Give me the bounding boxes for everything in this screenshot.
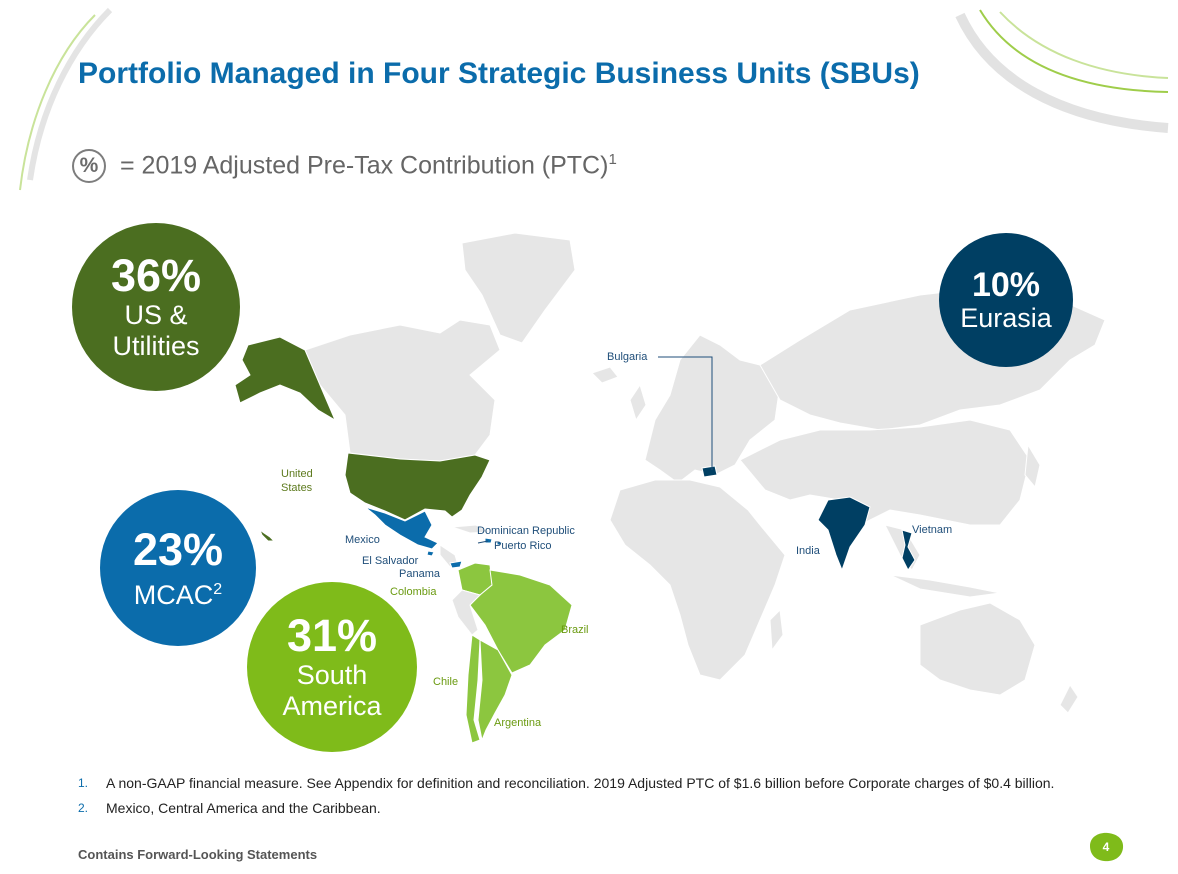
subtitle-text: = 2019 Adjusted Pre-Tax Contribution (PT…	[120, 151, 617, 180]
map-south-america	[457, 562, 573, 744]
map-us-utilities	[234, 336, 491, 542]
sbu-south-america-bubble: 31% South America	[247, 582, 417, 752]
footnote: 2. Mexico, Central America and the Carib…	[78, 801, 1118, 816]
sbu-label: US &	[124, 300, 188, 330]
label-india: India	[796, 545, 820, 557]
region-alaska	[234, 336, 337, 422]
region-peru	[451, 589, 481, 636]
region-mexico	[364, 506, 439, 550]
region-hawaii	[258, 528, 276, 542]
footnote-text: Mexico, Central America and the Caribbea…	[106, 800, 381, 816]
region-cuba	[451, 524, 492, 534]
sbu-percentage: 23%	[132, 523, 224, 575]
label-united-states: United States	[281, 468, 313, 494]
label-panama: Panama	[399, 568, 440, 580]
region-africa	[609, 479, 786, 681]
sbu-label: South	[296, 660, 368, 690]
region-united-states	[344, 452, 491, 521]
region-el-salvador	[426, 550, 435, 557]
sbu-percentage: 31%	[286, 610, 378, 661]
label-dominican-republic: Dominican Republic	[477, 525, 575, 537]
footnote-number: 2.	[78, 801, 89, 815]
region-canada	[304, 319, 501, 462]
subtitle: % = 2019 Adjusted Pre-Tax Contribution (…	[72, 146, 617, 186]
sbu-percentage: 36%	[110, 250, 202, 301]
forward-looking-statement-footer: Contains Forward-Looking Statements	[78, 847, 318, 862]
label-brazil: Brazil	[561, 624, 589, 636]
page-number-blob-icon	[1090, 832, 1124, 862]
region-chile	[465, 634, 481, 744]
map-south-america-other	[451, 589, 481, 636]
sbu-us-utilities-bubble: 36% US & Utilities	[72, 223, 240, 391]
region-australia	[919, 602, 1036, 696]
label-argentina: Argentina	[494, 717, 542, 729]
percent-badge-icon: %	[72, 149, 106, 183]
subtitle-footnote-ref: 1	[608, 151, 617, 169]
page-number: 4	[1102, 840, 1110, 854]
footnote-number: 1.	[78, 776, 89, 790]
footnote: 1. A non-GAAP financial measure. See App…	[78, 776, 1118, 791]
region-puerto-rico	[496, 541, 503, 546]
region-bulgaria	[701, 465, 718, 478]
region-argentina	[477, 639, 513, 742]
subtitle-main-text: = 2019 Adjusted Pre-Tax Contribution (PT…	[120, 151, 609, 180]
sbu-label: Eurasia	[960, 302, 1052, 333]
page-number-badge: 4	[1086, 830, 1126, 864]
sbu-label: America	[282, 691, 382, 721]
map-eurasia	[701, 465, 916, 572]
region-india	[817, 496, 871, 572]
region-iceland	[591, 366, 619, 384]
sbu-percentage: 10%	[971, 265, 1041, 304]
bulgaria-callout-line	[658, 356, 713, 470]
label-vietnam: Vietnam	[912, 524, 953, 536]
label-bulgaria: Bulgaria	[607, 351, 648, 363]
label-puerto-rico: Puerto Rico	[494, 540, 552, 552]
label-mexico: Mexico	[345, 534, 380, 546]
region-japan	[1024, 443, 1041, 489]
callout-lines	[477, 356, 713, 544]
label-el-salvador: El Salvador	[362, 555, 419, 567]
footnote-text: A non-GAAP financial measure. See Append…	[106, 775, 1055, 791]
region-madagascar	[769, 608, 784, 652]
sbu-footnote-ref: 2	[213, 580, 223, 598]
region-panama	[449, 560, 463, 569]
region-new-zealand	[1059, 684, 1079, 714]
region-asia-central	[739, 419, 1031, 526]
page-title: Portfolio Managed in Four Strategic Busi…	[78, 57, 920, 90]
region-vietnam	[901, 529, 916, 571]
sbu-mcac-bubble: 23% MCAC2	[100, 490, 256, 646]
region-uk	[629, 383, 647, 422]
dr-callout-line	[477, 540, 489, 544]
region-dominican-republic	[484, 537, 493, 544]
sbu-label: MCAC2	[133, 579, 223, 610]
sbu-label: Utilities	[112, 331, 200, 361]
label-colombia: Colombia	[390, 586, 437, 598]
label-chile: Chile	[433, 676, 459, 688]
sbu-eurasia-bubble: 10% Eurasia	[939, 233, 1073, 367]
region-indonesia	[889, 574, 1001, 598]
region-greenland	[461, 232, 576, 344]
map-mcac	[364, 506, 503, 569]
footnotes: 1. A non-GAAP financial measure. See App…	[78, 776, 1118, 826]
